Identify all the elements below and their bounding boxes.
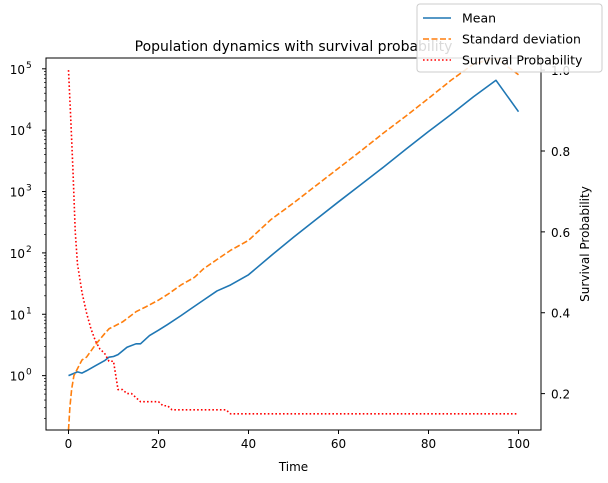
legend: Mean Standard deviation Survival Probabili…: [416, 3, 603, 73]
series-line-survival-probability: [67, 70, 519, 415]
x-tick-label: 100: [507, 437, 530, 451]
y-right-tick-label: 0.4: [551, 307, 570, 321]
y-left-tick-exponent: 2: [26, 245, 32, 255]
y-left-tick-base: 10: [10, 247, 25, 261]
y-left-tick-exponent: 5: [26, 61, 32, 71]
legend-label: Survival Probability: [462, 53, 583, 68]
x-tick-label: 40: [241, 437, 256, 451]
y-left-tick-base: 10: [10, 186, 25, 200]
chart-title: Population dynamics with survival probab…: [135, 39, 453, 55]
y-left-tick-base: 10: [10, 124, 25, 138]
legend-label: Mean: [462, 11, 496, 26]
y-right-axis-label: Survival Probability: [578, 186, 592, 302]
legend-box: [416, 3, 603, 73]
y-left-tick-exponent: 0: [26, 368, 32, 378]
y-right-tick-label: 0.6: [551, 226, 570, 240]
x-tick-label: 60: [331, 437, 346, 451]
plot-frame: [45, 57, 542, 431]
x-tick-label: 0: [65, 437, 73, 451]
axes: [45, 57, 542, 431]
y-left-tick-exponent: 3: [26, 184, 32, 194]
y-left-tick-exponent: 4: [26, 122, 32, 132]
y-left-tick-exponent: 1: [26, 306, 32, 316]
y-left-tick-label: 10: [10, 370, 25, 384]
series-line-mean: [68, 79, 520, 377]
y-left-tick-label: 10: [10, 247, 25, 261]
x-tick-label: 80: [421, 437, 436, 451]
y-right-tick-label: 0.8: [551, 145, 570, 159]
y-left-tick-label: 10: [10, 308, 25, 322]
series-line-standard-deviation: [67, 58, 519, 430]
series-lines: [67, 58, 520, 430]
x-tick-label: 20: [151, 437, 166, 451]
y-left-tick-base: 10: [10, 308, 25, 322]
legend-label: Standard deviation: [462, 32, 581, 47]
y-left-tick-base: 10: [10, 370, 25, 384]
y-right-tick-label: 0.2: [551, 388, 570, 402]
x-axis-label: Time: [278, 460, 308, 474]
y-left-tick-label: 10: [10, 124, 25, 138]
y-left-tick-base: 10: [10, 63, 25, 77]
y-left-tick-label: 10: [10, 186, 25, 200]
y-left-tick-label: 10: [10, 63, 25, 77]
